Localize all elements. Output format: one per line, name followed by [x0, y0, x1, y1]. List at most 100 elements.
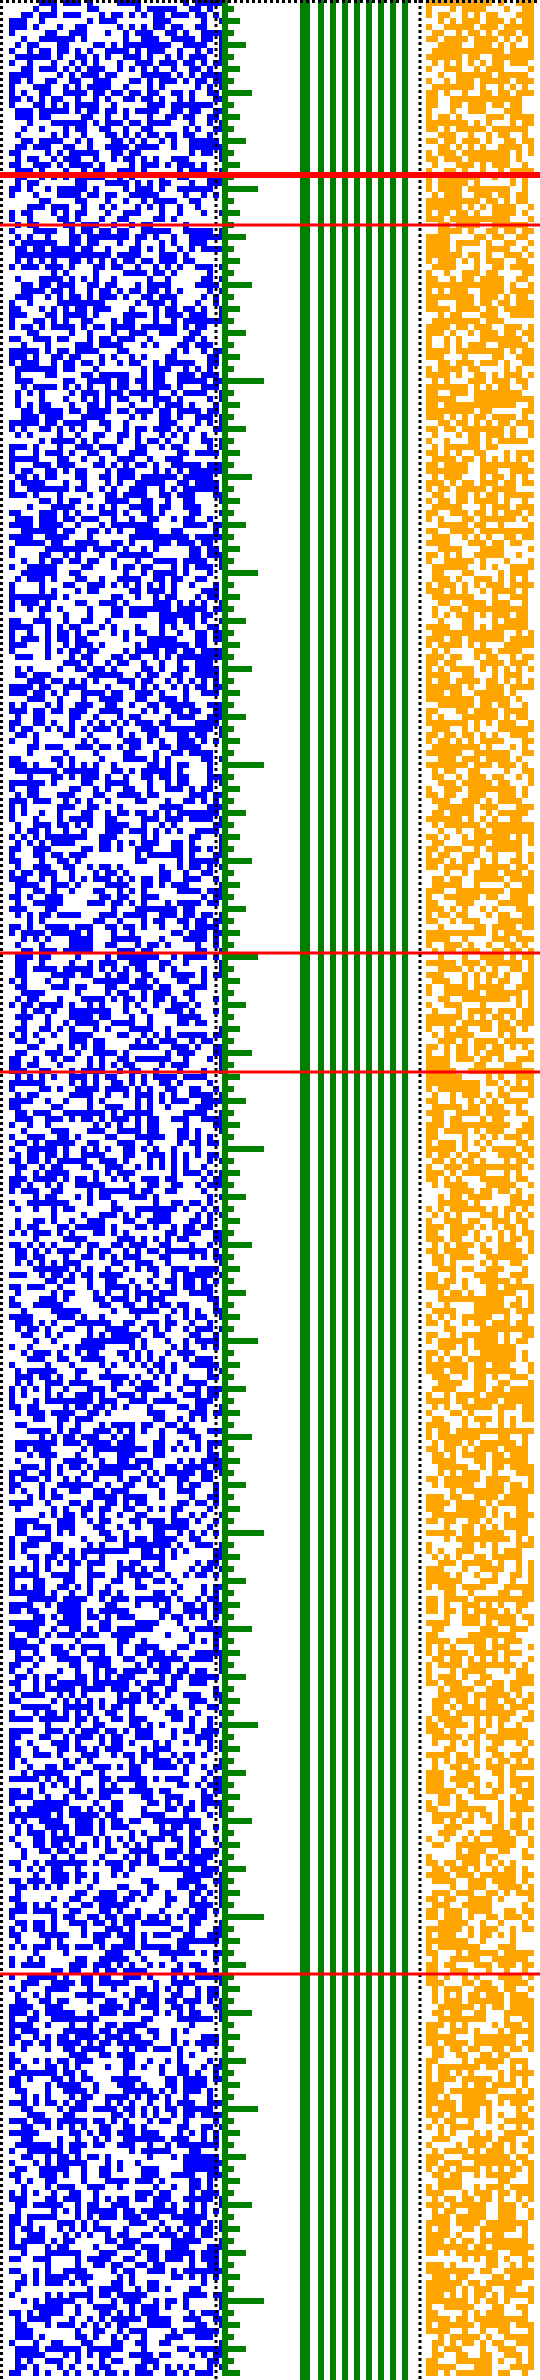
state-bit-cell [195, 330, 201, 336]
state-bit-cell [153, 1308, 159, 1314]
state-bit-cell [57, 336, 63, 342]
state-bit-cell [153, 360, 159, 366]
state-bit-cell [171, 582, 177, 588]
state-bit-cell [183, 654, 189, 660]
state-bit-cell [75, 954, 81, 960]
state-bit-cell [153, 90, 159, 96]
state-bit-cell [81, 576, 87, 582]
state-bit-cell [195, 186, 201, 192]
state-bit-cell [75, 522, 81, 528]
state-bit-cell [87, 1002, 93, 1008]
state-bit-cell [141, 1542, 147, 1548]
state-bit-cell [183, 1230, 189, 1236]
state-bit-cell [135, 978, 141, 984]
state-bit-cell [207, 1440, 213, 1446]
state-bit-cell [27, 1668, 33, 1674]
state-bit-cell [15, 402, 21, 408]
state-bit-cell [93, 1614, 99, 1620]
state-bit-cell [117, 264, 123, 270]
state-bit-cell [183, 972, 189, 978]
state-bit-cell [117, 990, 123, 996]
state-bit-cell [147, 1164, 153, 1170]
state-bit-cell [51, 1548, 57, 1554]
state-bit-cell [153, 1470, 159, 1476]
state-bit-cell [69, 1110, 75, 1116]
state-bit-cell [159, 1524, 165, 1530]
state-bit-cell [27, 930, 33, 936]
state-bit-cell [45, 108, 51, 114]
state-bit-cell [75, 624, 81, 630]
state-bit-cell [123, 1452, 129, 1458]
state-bit-cell [99, 1272, 105, 1278]
state-bit-cell [75, 1092, 81, 1098]
state-bit-cell [141, 708, 147, 714]
state-bit-cell [15, 780, 21, 786]
state-bit-cell [111, 1206, 117, 1212]
state-bit-cell [195, 1650, 201, 1656]
state-bit-cell [75, 1668, 81, 1674]
state-bit-cell [117, 1338, 123, 1344]
state-bit-cell [171, 672, 177, 678]
state-bit-cell [15, 1038, 21, 1044]
state-bit-cell [93, 690, 99, 696]
state-bit-cell [87, 1116, 93, 1122]
state-bit-cell [165, 1008, 171, 1014]
state-bit-cell [81, 456, 87, 462]
state-bit-cell [21, 1188, 27, 1194]
state-bit-cell [21, 984, 27, 990]
state-bit-cell [189, 360, 195, 366]
state-bit-cell [141, 1554, 147, 1560]
state-bit-cell [177, 462, 183, 468]
state-bit-cell [69, 258, 75, 264]
state-bit-cell [189, 648, 195, 654]
state-bit-cell [177, 810, 183, 816]
state-bit-cell [51, 306, 57, 312]
state-bit-cell [75, 540, 81, 546]
state-bit-cell [201, 684, 207, 690]
state-bit-cell [171, 318, 177, 324]
state-bit-cell [135, 720, 141, 726]
state-bit-cell [93, 264, 99, 270]
state-bit-cell [15, 966, 21, 972]
state-bit-cell [99, 342, 105, 348]
state-bit-cell [129, 786, 135, 792]
state-bit-cell [117, 390, 123, 396]
state-bit-cell [183, 606, 189, 612]
state-bit-cell [159, 966, 165, 972]
state-bit-cell [135, 246, 141, 252]
state-bit-cell [93, 60, 99, 66]
state-bit-cell [165, 1206, 171, 1212]
state-bit-cell [57, 1572, 63, 1578]
state-bit-cell [69, 1554, 75, 1560]
state-bit-cell [147, 606, 153, 612]
state-bit-cell [51, 984, 57, 990]
state-bit-cell [99, 1662, 105, 1668]
state-bit-cell [21, 474, 27, 480]
state-bit-cell [207, 72, 213, 78]
state-bit-cell [201, 1542, 207, 1548]
state-bit-cell [183, 438, 189, 444]
state-bit-cell [189, 972, 195, 978]
state-bit-cell [99, 1356, 105, 1362]
state-bit-cell [171, 252, 177, 258]
state-bit-cell [87, 336, 93, 342]
state-bit-cell [33, 1236, 39, 1242]
state-bit-cell [15, 906, 21, 912]
state-bit-cell [21, 1386, 27, 1392]
state-bit-cell [63, 468, 69, 474]
state-bit-cell [147, 42, 153, 48]
state-bit-cell [105, 1086, 111, 1092]
state-bit-cell [99, 876, 105, 882]
state-bit-cell [81, 24, 87, 30]
state-bit-cell [51, 1050, 57, 1056]
state-bit-cell [99, 408, 105, 414]
state-bit-cell [111, 1398, 117, 1404]
state-bit-cell [99, 1650, 105, 1656]
state-bit-cell [207, 1650, 213, 1656]
state-bit-cell [87, 108, 93, 114]
state-bit-cell [207, 714, 213, 720]
state-bit-cell [201, 210, 207, 216]
state-bit-cell [171, 576, 177, 582]
state-bit-cell [69, 1230, 75, 1236]
state-bit-cell [99, 600, 105, 606]
